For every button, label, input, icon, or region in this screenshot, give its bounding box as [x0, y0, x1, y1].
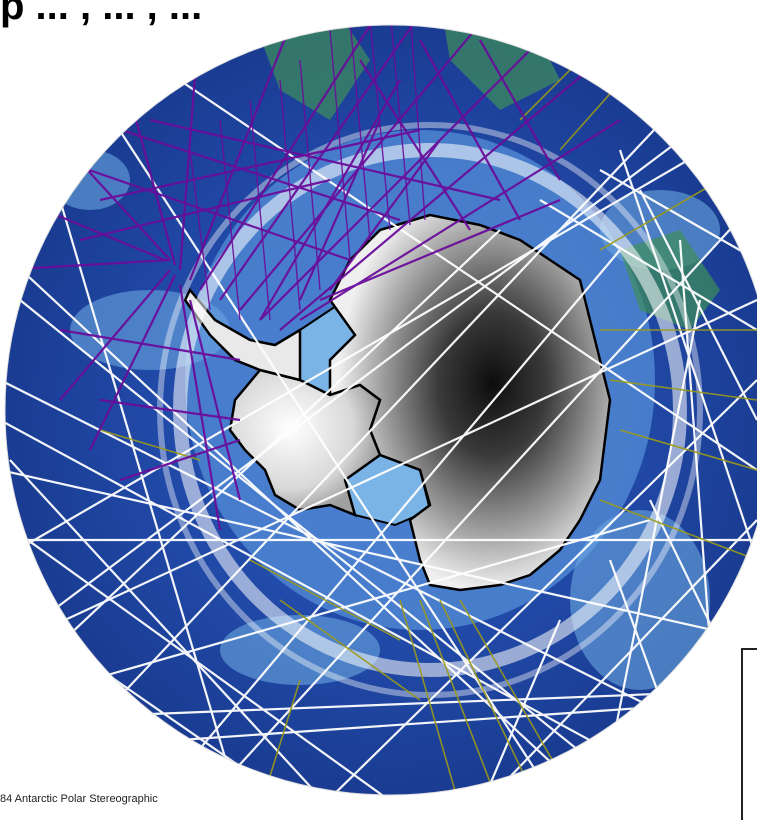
page-title: p ... , ... , ... — [0, 0, 203, 28]
tracks-purple-dense — [189, 25, 426, 321]
legend-box — [741, 648, 757, 820]
antarctica-west — [228, 368, 382, 518]
projection-label: 84 Antarctic Polar Stereographic — [0, 793, 158, 805]
